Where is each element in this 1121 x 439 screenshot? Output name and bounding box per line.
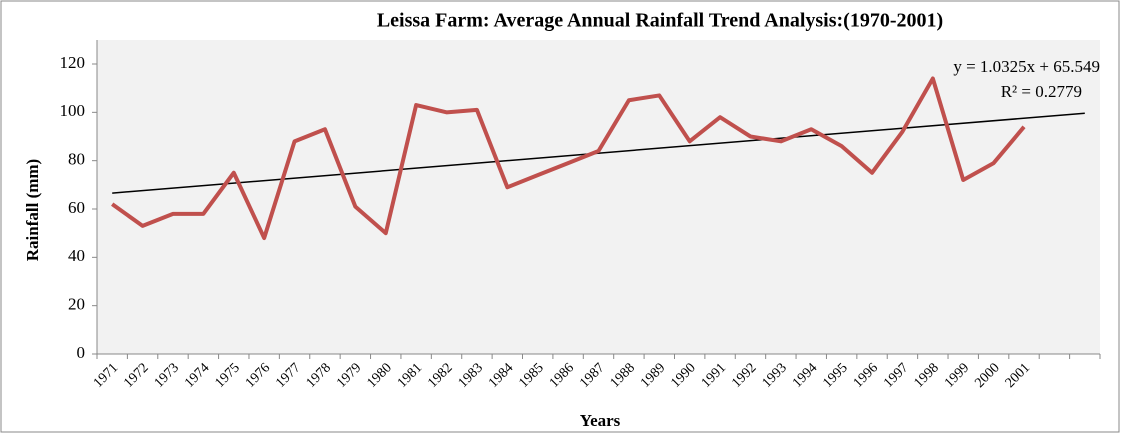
y-tick-label: 60: [68, 198, 85, 217]
y-tick-label: 40: [68, 246, 85, 265]
trend-line: [112, 112, 1085, 194]
data-line: [111, 76, 1026, 240]
y-tick-label: 20: [68, 295, 85, 314]
y-tick-label: 0: [77, 343, 86, 362]
y-axis-label: Rainfall (mm): [23, 159, 42, 261]
chart-title: Leissa Farm: Average Annual Rainfall Tre…: [377, 10, 943, 32]
y-tick-label: 120: [60, 53, 86, 72]
r-squared: R² = 0.2779: [1001, 82, 1082, 101]
y-tick-label: 80: [68, 150, 85, 169]
y-tick-label: 100: [60, 101, 86, 120]
plot-area: [97, 40, 1100, 354]
x-axis-label: Years: [580, 411, 621, 430]
trend-equation: y = 1.0325x + 65.549: [953, 57, 1100, 76]
